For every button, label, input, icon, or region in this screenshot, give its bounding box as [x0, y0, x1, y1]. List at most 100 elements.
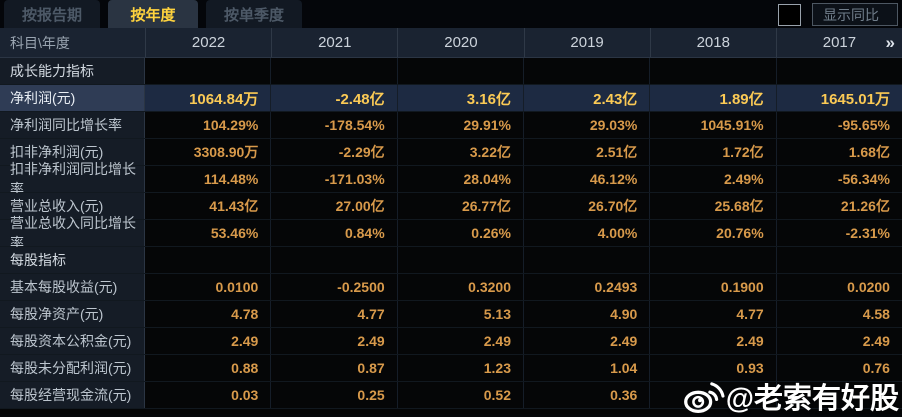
value-cell: 2.49: [522, 328, 650, 354]
value-cell: 0.0200: [775, 274, 902, 300]
table-row: 基本每股收益(元) 0.0100 -0.2500 0.3200 0.2493 0.1900…: [0, 274, 902, 301]
value-cell: -2.29亿: [270, 139, 397, 165]
value-cell: 0.84%: [270, 220, 397, 246]
value-cell: 114.48%: [145, 166, 271, 192]
row-label: 每股经营现金流(元): [0, 382, 145, 408]
value-cell: 0.0100: [145, 274, 271, 300]
value-cell: 0.25: [270, 382, 397, 408]
value-cell: [649, 58, 776, 84]
row-label: 每股未分配利润(元): [0, 355, 145, 381]
value-cell: 26.70亿: [522, 193, 650, 219]
tab-report-period[interactable]: 按报告期: [4, 0, 101, 28]
table-row: 每股净资产(元) 4.78 4.77 5.13 4.90 4.77 4.58: [0, 301, 902, 328]
value-cell: [649, 247, 776, 273]
value-cell: 104.29%: [145, 112, 271, 138]
year-column-header[interactable]: 2017: [775, 28, 902, 57]
value-cell: 3.16亿: [396, 85, 523, 111]
value-cell: 26.77亿: [396, 193, 523, 219]
value-cell: 1645.01万: [775, 85, 902, 111]
value-cell: 0.26%: [396, 220, 523, 246]
section-header-row: 成长能力指标: [0, 58, 902, 85]
table-row: 每股未分配利润(元) 0.88 0.87 1.23 1.04 0.93 0.76: [0, 355, 902, 382]
value-cell: 1.04: [522, 355, 650, 381]
value-cell: -0.2500: [270, 274, 397, 300]
tab-annual[interactable]: 按年度: [108, 0, 199, 28]
value-cell: 0.03: [145, 382, 271, 408]
value-cell: [145, 58, 271, 84]
tab-bar: 按报告期 按年度 按单季度: [0, 0, 902, 28]
value-cell: 28.04%: [396, 166, 523, 192]
value-cell: [775, 247, 902, 273]
year-column-header[interactable]: 2022: [145, 28, 271, 57]
value-cell: 0.88: [145, 355, 271, 381]
row-label: 每股指标: [0, 247, 145, 273]
value-cell: 2.49: [649, 328, 776, 354]
value-cell: 5.13: [396, 301, 523, 327]
value-cell: 4.77: [270, 301, 397, 327]
table-body: 成长能力指标 净利润(元) 1064.84万 -2.48亿 3.16亿 2.43亿 1.89…: [0, 58, 902, 409]
row-label: 净利润同比增长率: [0, 112, 145, 138]
value-cell: [522, 58, 650, 84]
value-cell: -178.54%: [270, 112, 397, 138]
value-cell: 29.91%: [396, 112, 523, 138]
table-row: 每股经营现金流(元) 0.03 0.25 0.52 0.36: [0, 382, 902, 409]
value-cell: 4.58: [775, 301, 902, 327]
value-cell: 3308.90万: [145, 139, 271, 165]
value-cell: 21.26亿: [775, 193, 902, 219]
section-header-row: 每股指标: [0, 247, 902, 274]
value-cell: 1.68亿: [775, 139, 902, 165]
value-cell: 3.22亿: [396, 139, 523, 165]
value-cell: 2.49: [775, 328, 902, 354]
value-cell: [270, 58, 397, 84]
row-label: 每股净资产(元): [0, 301, 145, 327]
financial-indicators-table: 科目\年度 2022 2021 2020 2019 2018 2017 » 成长能力指标净…: [0, 28, 902, 414]
value-cell: 0.76: [775, 355, 902, 381]
show-yoy-controls: 显示同比: [778, 3, 898, 26]
value-cell: [775, 58, 902, 84]
value-cell: 2.43亿: [522, 85, 650, 111]
value-cell: [396, 58, 523, 84]
year-column-header[interactable]: 2019: [523, 28, 650, 57]
value-cell: 2.49: [145, 328, 271, 354]
value-cell: 2.51亿: [522, 139, 650, 165]
year-column-header[interactable]: 2020: [397, 28, 523, 57]
value-cell: 0.36: [522, 382, 650, 408]
value-cell: 2.49: [396, 328, 523, 354]
value-cell: 53.46%: [145, 220, 271, 246]
value-cell: 1045.91%: [649, 112, 776, 138]
year-header-cells: 2022 2021 2020 2019 2018 2017: [145, 28, 902, 57]
value-cell: 1.23: [396, 355, 523, 381]
tab-quarterly[interactable]: 按单季度: [206, 0, 303, 28]
row-label: 每股资本公积金(元): [0, 328, 145, 354]
row-label: 扣非净利润(元): [0, 139, 145, 165]
value-cell: 2.49%: [649, 166, 776, 192]
value-cell: 4.78: [145, 301, 271, 327]
value-cell: 1064.84万: [145, 85, 271, 111]
value-cell: 0.87: [270, 355, 397, 381]
value-cell: 25.68亿: [649, 193, 776, 219]
value-cell: 0.93: [649, 355, 776, 381]
more-years-icon[interactable]: »: [885, 33, 895, 52]
value-cell: 27.00亿: [270, 193, 397, 219]
value-cell: 4.77: [649, 301, 776, 327]
value-cell: -171.03%: [270, 166, 397, 192]
row-label: 净利润(元): [0, 85, 145, 111]
table-row: 扣非净利润同比增长率 114.48% -171.03% 28.04% 46.12% 2.4…: [0, 161, 902, 197]
show-yoy-checkbox[interactable]: [778, 3, 801, 26]
value-cell: -2.48亿: [270, 85, 397, 111]
value-cell: [145, 247, 271, 273]
table-row: 营业总收入同比增长率 53.46% 0.84% 0.26% 4.00% 20.76% -2.…: [0, 215, 902, 251]
row-label: 营业总收入(元): [0, 193, 145, 219]
corner-label: 科目\年度: [10, 34, 70, 51]
value-cell: 46.12%: [522, 166, 650, 192]
value-cell: [775, 382, 902, 408]
value-cell: [522, 247, 650, 273]
show-yoy-label[interactable]: 显示同比: [812, 3, 898, 26]
row-label: 营业总收入同比增长率: [0, 215, 145, 251]
value-cell: [396, 247, 523, 273]
year-column-header[interactable]: 2018: [649, 28, 776, 57]
value-cell: [270, 247, 397, 273]
year-column-header[interactable]: 2021: [271, 28, 397, 57]
value-cell: 1.72亿: [649, 139, 776, 165]
value-cell: 4.90: [522, 301, 650, 327]
